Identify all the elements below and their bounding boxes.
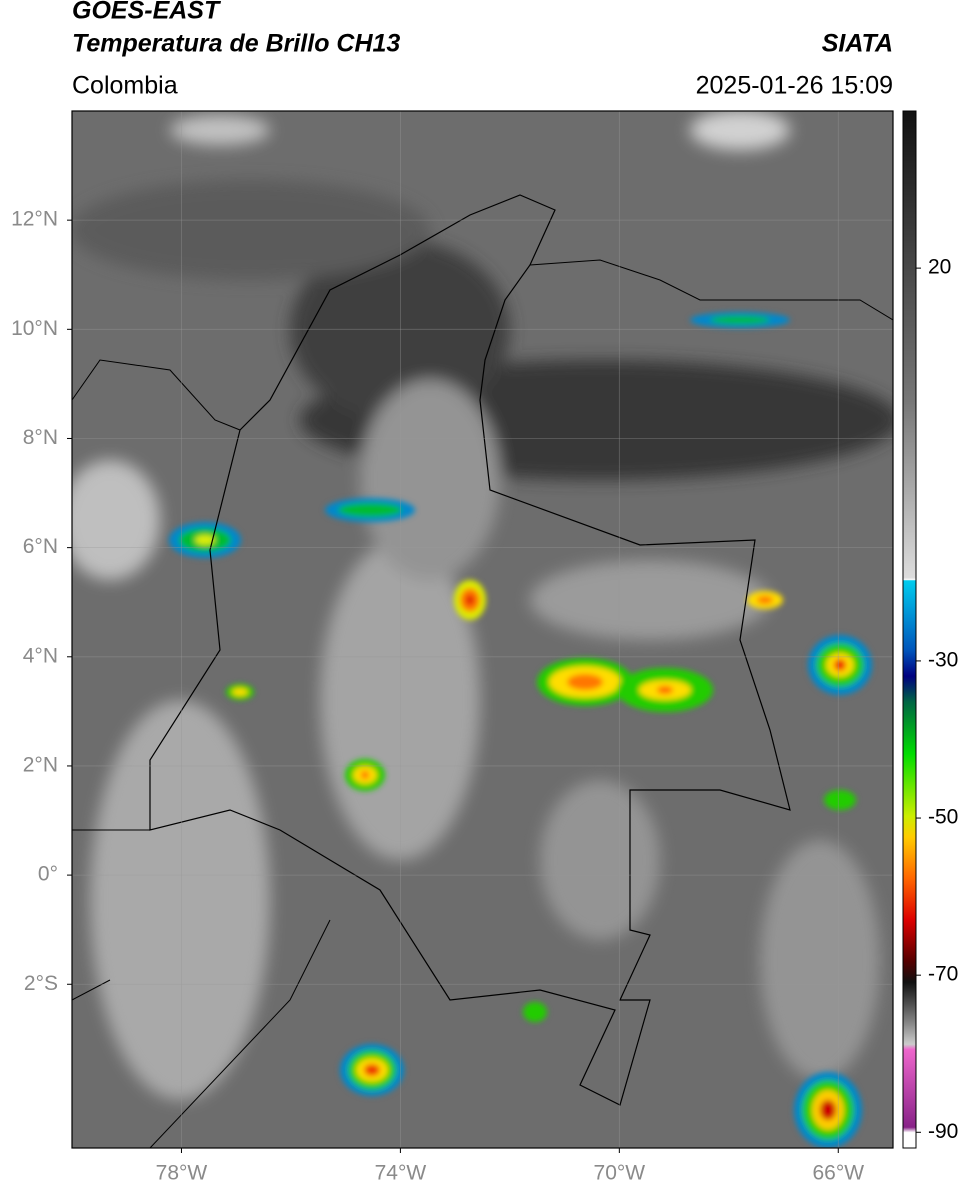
y-tick-label: 2°N: [23, 753, 58, 776]
colorbar-tick-label: -90: [928, 1120, 958, 1143]
graticule: [72, 111, 893, 1148]
colorbar-tick-label: -50: [928, 806, 958, 829]
y-tick-label: 4°N: [23, 644, 58, 667]
country-border: [149, 194, 791, 1106]
colorbar-tick-label: -70: [928, 963, 958, 986]
x-tick-label: 78°W: [156, 1162, 208, 1185]
y-tick-label: 0°: [38, 863, 58, 886]
y-tick-label: 6°N: [23, 535, 58, 558]
region: Colombia: [72, 72, 178, 100]
satellite-image: [72, 111, 893, 1148]
colorbar-tick-label: -30: [928, 648, 958, 671]
map-frame: [71, 110, 894, 1149]
x-tick-label: 70°W: [594, 1162, 646, 1185]
subtitle: Temperatura de Brillo CH13: [72, 30, 400, 58]
colorbar-tick-label: 20: [928, 256, 951, 279]
x-tick-label: 66°W: [812, 1162, 864, 1185]
y-tick-label: 2°S: [24, 972, 58, 995]
y-tick-label: 10°N: [11, 317, 58, 340]
colorbar: [902, 110, 917, 1149]
title: GOES-EAST: [72, 0, 222, 25]
y-tick-label: 12°N: [11, 208, 58, 231]
timestamp: 2025-01-26 15:09: [696, 72, 893, 100]
y-tick-label: 8°N: [23, 426, 58, 449]
source: SIATA: [822, 30, 893, 58]
coastlines: [72, 259, 893, 1148]
x-tick-label: 74°W: [375, 1162, 427, 1185]
